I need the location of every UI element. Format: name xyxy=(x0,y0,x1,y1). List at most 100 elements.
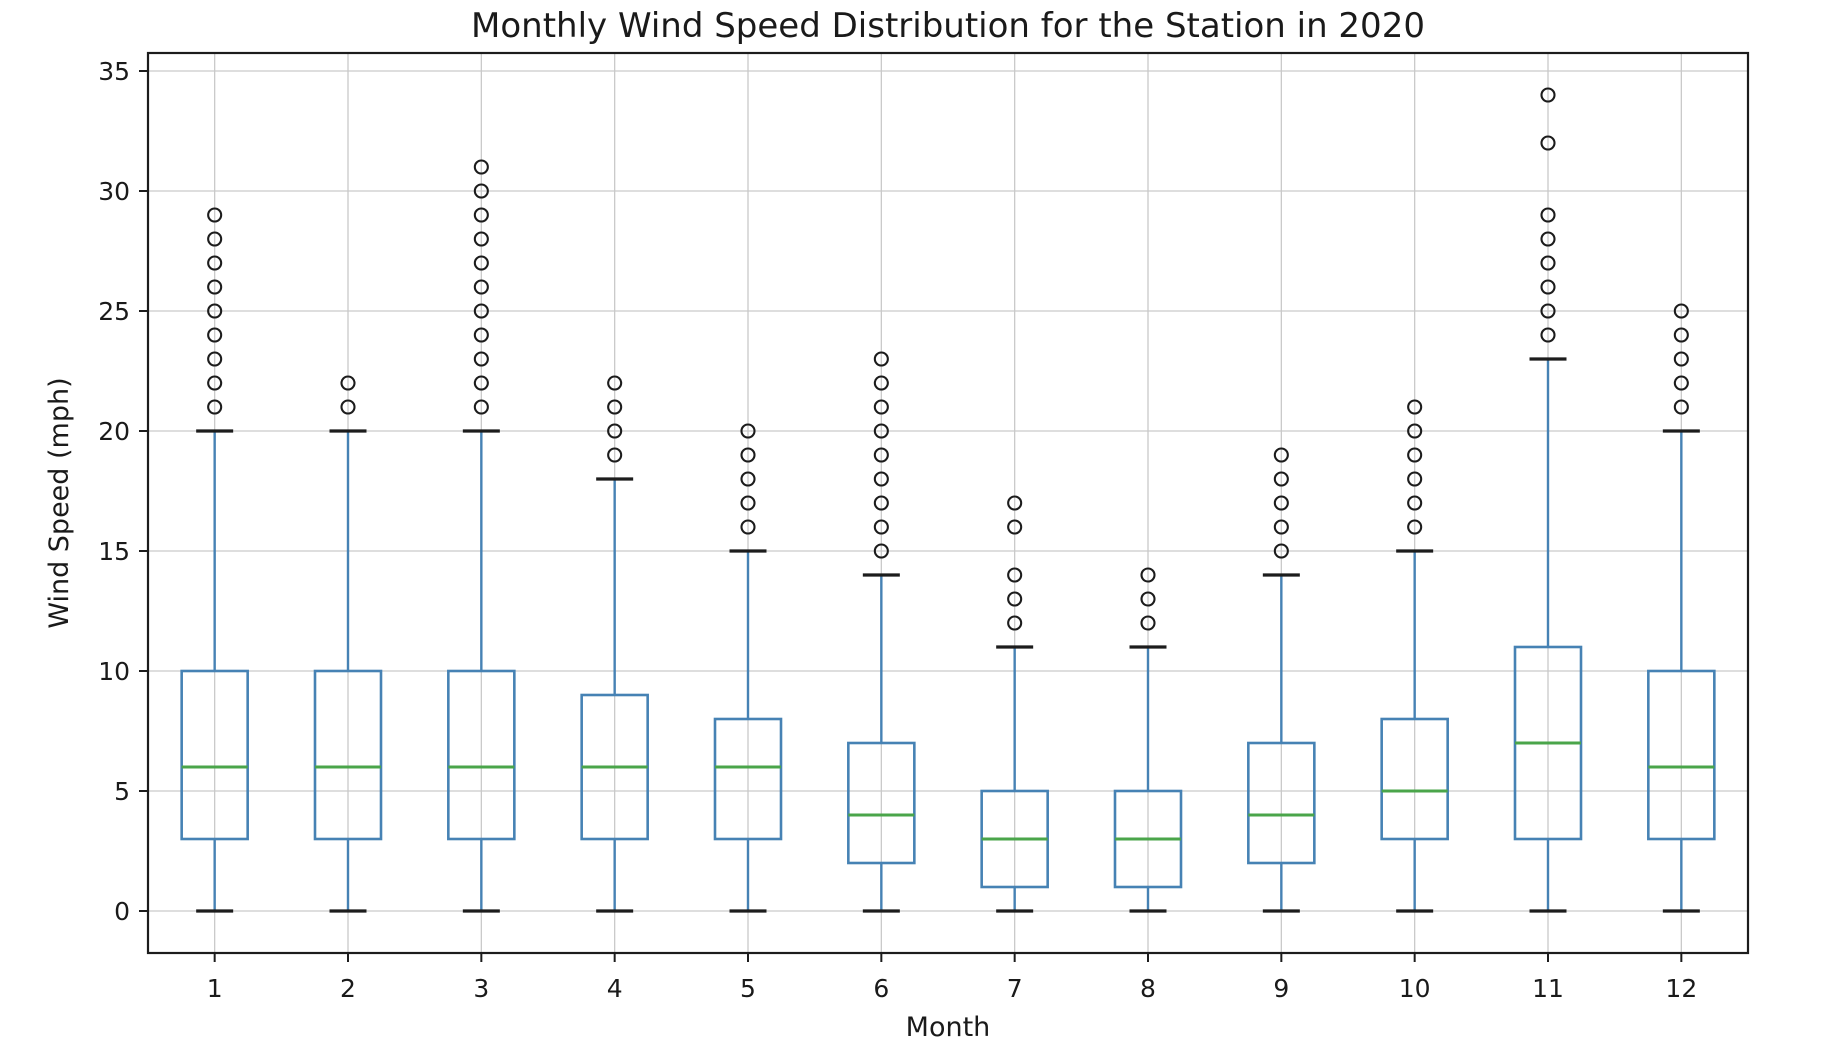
outlier-month-11 xyxy=(1540,327,1556,343)
box-month-10 xyxy=(1380,717,1449,841)
outlier-month-4 xyxy=(607,447,623,463)
x-tick-label: 7 xyxy=(1007,974,1023,1003)
outlier-month-8 xyxy=(1140,567,1156,583)
y-tick-label: 5 xyxy=(114,777,130,806)
chart-title: Monthly Wind Speed Distribution for the … xyxy=(471,6,1425,46)
outlier-month-6 xyxy=(873,351,889,367)
x-axis-label: Month xyxy=(906,1012,991,1043)
outlier-month-5 xyxy=(740,471,756,487)
box-month-2 xyxy=(313,669,383,841)
plot-spines xyxy=(146,51,1750,955)
y-tick-label: 15 xyxy=(98,537,130,566)
y-tick-label: 35 xyxy=(98,57,130,86)
outlier-month-12 xyxy=(1673,351,1689,367)
outlier-month-7 xyxy=(1007,615,1023,631)
outlier-month-1 xyxy=(207,375,223,391)
outlier-month-3 xyxy=(473,159,489,175)
outlier-month-12 xyxy=(1673,327,1689,343)
outlier-month-6 xyxy=(873,471,889,487)
outlier-month-8 xyxy=(1140,615,1156,631)
outlier-month-1 xyxy=(207,327,223,343)
outlier-month-10 xyxy=(1407,495,1423,511)
outlier-month-2 xyxy=(340,375,356,391)
outlier-month-4 xyxy=(607,399,623,415)
outlier-month-6 xyxy=(873,495,889,511)
x-tick-label: 4 xyxy=(607,974,623,1003)
x-tick-label: 2 xyxy=(340,974,356,1003)
outlier-month-3 xyxy=(473,351,489,367)
outlier-month-3 xyxy=(473,183,489,199)
outlier-month-6 xyxy=(873,519,889,535)
y-tick-label: 0 xyxy=(114,897,130,926)
x-tick-label: 9 xyxy=(1273,974,1289,1003)
outlier-month-5 xyxy=(740,447,756,463)
outlier-month-1 xyxy=(207,207,223,223)
box-month-12 xyxy=(1647,669,1716,841)
outlier-month-10 xyxy=(1407,399,1423,415)
outlier-month-11 xyxy=(1540,135,1556,151)
y-tick-label: 25 xyxy=(98,297,130,326)
outlier-month-1 xyxy=(207,399,223,415)
outlier-month-1 xyxy=(207,279,223,295)
outlier-month-12 xyxy=(1673,399,1689,415)
outlier-month-3 xyxy=(473,255,489,271)
outlier-month-11 xyxy=(1540,279,1556,295)
box-month-6 xyxy=(847,741,916,865)
x-tick-label: 10 xyxy=(1399,974,1431,1003)
outlier-month-7 xyxy=(1007,567,1023,583)
outlier-month-5 xyxy=(740,519,756,535)
x-tick-label: 6 xyxy=(873,974,889,1003)
outlier-month-4 xyxy=(607,423,623,439)
outlier-month-8 xyxy=(1140,591,1156,607)
outlier-month-3 xyxy=(473,207,489,223)
x-tick-label: 8 xyxy=(1140,974,1156,1003)
x-tick-label: 3 xyxy=(473,974,489,1003)
outlier-month-10 xyxy=(1407,519,1423,535)
grid-layer xyxy=(148,53,1748,953)
outlier-month-9 xyxy=(1273,543,1289,559)
y-tick-label: 30 xyxy=(98,177,130,206)
outlier-month-11 xyxy=(1540,255,1556,271)
outlier-month-2 xyxy=(340,399,356,415)
outlier-month-11 xyxy=(1540,231,1556,247)
outlier-month-6 xyxy=(873,543,889,559)
outlier-month-12 xyxy=(1673,303,1689,319)
outlier-month-11 xyxy=(1540,303,1556,319)
outlier-month-4 xyxy=(607,375,623,391)
outlier-month-10 xyxy=(1407,471,1423,487)
outlier-month-9 xyxy=(1273,495,1289,511)
outlier-month-6 xyxy=(873,375,889,391)
outlier-month-9 xyxy=(1273,519,1289,535)
outlier-month-10 xyxy=(1407,423,1423,439)
y-axis-label: Wind Speed (mph) xyxy=(44,377,75,628)
outlier-month-11 xyxy=(1540,207,1556,223)
outlier-month-3 xyxy=(473,303,489,319)
outlier-month-9 xyxy=(1273,471,1289,487)
outlier-month-3 xyxy=(473,375,489,391)
outlier-month-7 xyxy=(1007,591,1023,607)
outlier-month-7 xyxy=(1007,495,1023,511)
x-tick-label: 1 xyxy=(207,974,223,1003)
outlier-month-1 xyxy=(207,255,223,271)
box-month-5 xyxy=(713,717,783,841)
outlier-month-5 xyxy=(740,495,756,511)
boxes-layer xyxy=(180,87,1716,913)
outlier-month-7 xyxy=(1007,519,1023,535)
outlier-month-1 xyxy=(207,231,223,247)
outlier-month-9 xyxy=(1273,447,1289,463)
outlier-month-10 xyxy=(1407,447,1423,463)
outlier-month-3 xyxy=(473,399,489,415)
x-tick-label: 12 xyxy=(1665,974,1697,1003)
y-tick-label: 10 xyxy=(98,657,130,686)
outlier-month-3 xyxy=(473,231,489,247)
outlier-month-3 xyxy=(473,279,489,295)
outlier-month-1 xyxy=(207,303,223,319)
box-month-9 xyxy=(1247,741,1316,865)
box-month-3 xyxy=(447,669,516,841)
x-tick-label: 11 xyxy=(1532,974,1564,1003)
outlier-month-12 xyxy=(1673,375,1689,391)
x-tick-label: 5 xyxy=(740,974,756,1003)
